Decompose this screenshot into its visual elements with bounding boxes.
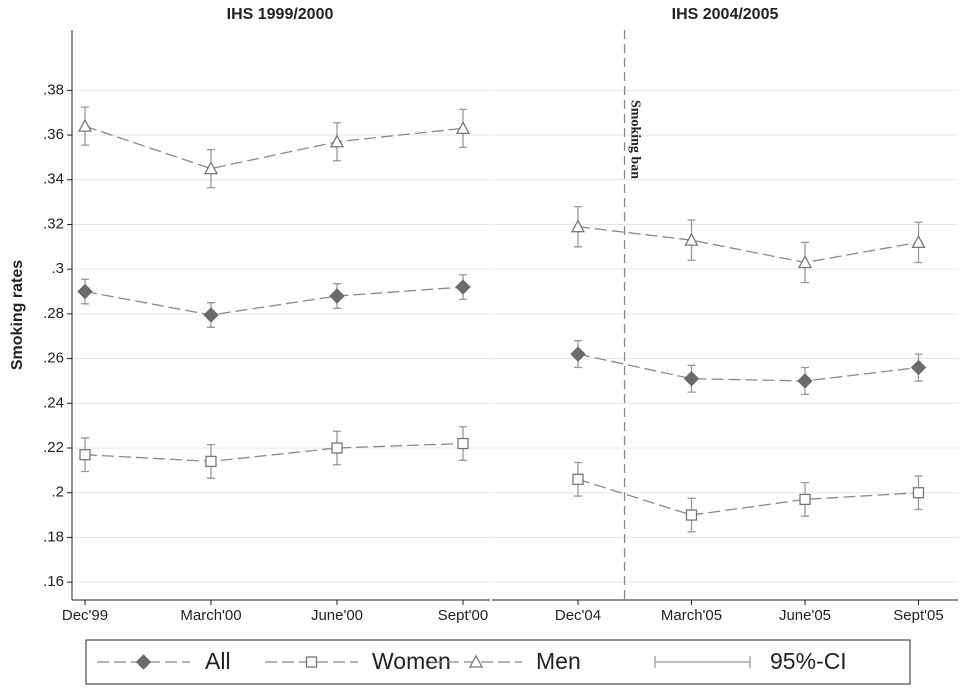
series-line	[84, 442, 464, 463]
marker-diamond	[910, 359, 927, 376]
marker-diamond	[77, 283, 93, 300]
x-tick-label: Dec'99	[62, 607, 108, 624]
panel-title: IHS 2004/2005	[672, 6, 779, 23]
marker-triangle	[684, 232, 699, 246]
series-line	[577, 226, 919, 264]
y-tick-label: .16	[43, 573, 64, 590]
series-line	[577, 353, 919, 382]
marker-triangle	[797, 255, 813, 269]
marker-square	[457, 437, 469, 450]
marker-diamond	[329, 288, 345, 304]
marker-diamond	[203, 307, 219, 323]
x-tick-label: June'00	[311, 607, 363, 624]
marker-square	[79, 449, 91, 461]
legend-label: Women	[372, 648, 451, 674]
y-tick-label: .28	[43, 305, 64, 322]
legend-ci	[654, 656, 751, 668]
x-tick-label: Dec'04	[555, 607, 601, 624]
y-tick-label: .26	[43, 350, 64, 367]
x-tick-label: Sept'00	[438, 607, 488, 624]
marker-diamond	[455, 279, 471, 295]
marker-square	[685, 509, 698, 521]
x-tick-label: Sept'05	[893, 607, 943, 624]
y-tick-label: .38	[43, 81, 64, 98]
y-tick-label: .3	[51, 260, 64, 277]
marker-triangle	[570, 219, 586, 233]
y-tick-label: .2	[51, 484, 64, 501]
y-tick-label: .36	[43, 126, 64, 143]
y-tick-label: .18	[43, 528, 64, 545]
legend-marker	[468, 654, 484, 668]
x-tick-label: March'05	[661, 607, 722, 624]
legend-marker	[135, 654, 152, 670]
y-axis-label: Smoking rates	[9, 260, 26, 370]
marker-diamond	[570, 346, 586, 362]
marker-diamond	[683, 370, 700, 387]
series-line	[84, 125, 464, 170]
marker-triangle	[329, 134, 345, 148]
marker-square	[331, 442, 343, 454]
marker-triangle	[911, 234, 926, 249]
x-tick-label: March'00	[180, 607, 241, 624]
x-tick-label: June'05	[779, 607, 831, 624]
legend-marker	[305, 656, 318, 668]
marker-square	[572, 473, 584, 485]
y-tick-label: .32	[43, 215, 64, 232]
marker-triangle	[455, 120, 471, 135]
panel-title: IHS 1999/2000	[227, 6, 334, 23]
marker-square	[799, 493, 811, 506]
series-line	[84, 286, 464, 316]
legend-label: 95%-CI	[770, 648, 847, 674]
legend-label: Men	[536, 648, 581, 674]
marker-square	[205, 455, 217, 468]
series-line	[577, 478, 919, 516]
marker-triangle	[77, 118, 93, 132]
marker-diamond	[797, 373, 813, 389]
annotation: Smoking ban	[627, 100, 642, 179]
y-tick-label: .24	[43, 394, 64, 411]
marker-triangle	[203, 161, 219, 175]
y-tick-label: .34	[43, 171, 64, 188]
marker-square	[912, 487, 925, 499]
legend-label: All	[205, 648, 231, 674]
y-tick-label: .22	[43, 439, 64, 456]
